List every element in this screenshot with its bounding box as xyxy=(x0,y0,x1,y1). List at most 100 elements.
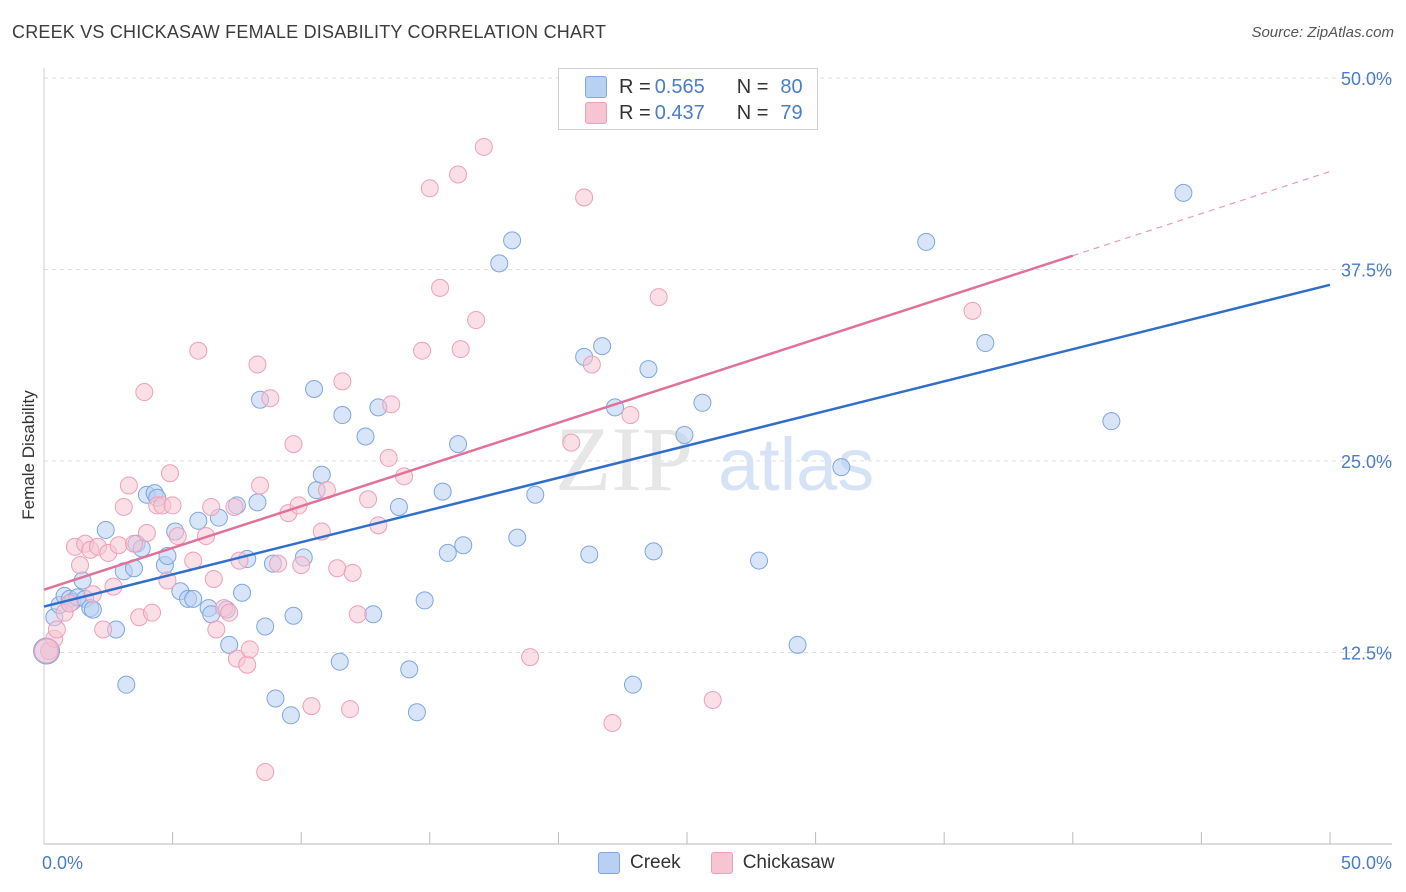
watermark-atlas: atlas xyxy=(718,423,874,506)
chickasaw-point xyxy=(240,640,259,659)
legend-r-label: R = xyxy=(619,75,651,98)
creek-point xyxy=(750,551,769,570)
legend-n-label: N = xyxy=(736,75,769,98)
bottom-legend-chickasaw: Chickasaw xyxy=(710,852,835,874)
chickasaw-point xyxy=(284,435,303,454)
legend-r-label: R = xyxy=(619,101,651,124)
creek-point xyxy=(407,703,426,722)
chickasaw-point xyxy=(161,464,180,483)
chickasaw-point xyxy=(292,556,311,575)
chickasaw-point xyxy=(137,524,156,543)
creek-point xyxy=(266,689,285,708)
creek-point xyxy=(644,542,663,561)
creek-point xyxy=(312,465,331,484)
creek-point xyxy=(788,635,807,654)
creek-point xyxy=(400,660,419,679)
chickasaw-point xyxy=(269,554,288,573)
creek-point xyxy=(256,617,275,636)
chickasaw-point xyxy=(382,395,401,414)
creek-trend-line xyxy=(43,283,1331,608)
chickasaw-point xyxy=(467,311,486,330)
creek-point xyxy=(1102,412,1121,431)
creek-point xyxy=(832,458,851,477)
creek-point xyxy=(117,675,136,694)
chickasaw-point xyxy=(248,355,267,374)
creek-point xyxy=(184,589,203,608)
chickasaw-point xyxy=(348,605,367,624)
y-axis-label: Female Disability xyxy=(19,390,38,520)
chickasaw-point xyxy=(261,389,280,408)
legend-n-label: N = xyxy=(736,101,769,124)
chickasaw-point xyxy=(125,534,144,553)
chickasaw-point xyxy=(238,655,257,674)
chickasaw-point xyxy=(649,288,668,307)
creek-point xyxy=(356,427,375,446)
chickasaw-point xyxy=(94,620,113,639)
chickasaw-point xyxy=(575,188,594,207)
axes xyxy=(43,68,1392,845)
chickasaw-swatch-icon xyxy=(585,102,607,124)
y-tick-label: 12.5% xyxy=(1341,644,1392,664)
chickasaw-trend-line xyxy=(43,254,1074,591)
chickasaw-trend-extension xyxy=(1072,170,1331,257)
chickasaw-point xyxy=(328,559,347,578)
chickasaw-point xyxy=(230,551,249,570)
chart-title: CREEK VS CHICKASAW FEMALE DISABILITY COR… xyxy=(12,22,607,42)
creek-point xyxy=(693,393,712,412)
chickasaw-point xyxy=(225,497,244,516)
chickasaw-point xyxy=(413,341,432,360)
legend-n-value: 79 xyxy=(780,101,803,124)
creek-point xyxy=(220,635,239,654)
watermark-zip: ZIP xyxy=(555,408,693,510)
creek-point xyxy=(438,543,457,562)
creek-point xyxy=(508,528,527,547)
creek-point xyxy=(189,511,208,530)
creek-point xyxy=(281,706,300,725)
chickasaw-point xyxy=(603,713,622,732)
chickasaw-point xyxy=(302,697,321,716)
legend-r-value: 0.437 xyxy=(654,101,705,124)
tick-labels: 12.5% 25.0% 37.5% 50.0% 0.0% 50.0% xyxy=(42,69,1392,873)
creek-point xyxy=(976,334,995,353)
chickasaw-point xyxy=(521,648,540,667)
creek-point xyxy=(389,497,408,516)
chickasaw-point xyxy=(474,137,493,156)
creek-point xyxy=(675,425,694,444)
chickasaw-point xyxy=(582,355,601,374)
bottom-legend-creek: Creek xyxy=(598,852,681,874)
creek-point xyxy=(490,254,509,273)
creek-point xyxy=(593,337,612,356)
chickasaw-point xyxy=(703,690,722,709)
legend-row-chickasaw: R = 0.437 N = 79 xyxy=(585,101,803,125)
chickasaw-point xyxy=(202,497,221,516)
creek-point xyxy=(333,406,352,425)
creek-point xyxy=(623,675,642,694)
chickasaw-point xyxy=(114,497,133,516)
chickasaw-point xyxy=(420,179,439,198)
legend-n-value: 80 xyxy=(780,75,803,98)
chickasaw-point xyxy=(359,490,378,509)
creek-point xyxy=(415,591,434,610)
chickasaw-point xyxy=(109,536,128,555)
creek-point xyxy=(305,379,324,398)
chickasaw-point xyxy=(71,556,90,575)
chickasaw-point xyxy=(163,496,182,515)
chickasaw-point xyxy=(963,301,982,320)
bottom-legend-creek-label: Creek xyxy=(630,852,681,873)
x-tick-label: 0.0% xyxy=(42,853,83,873)
creek-point xyxy=(917,232,936,251)
creek-point xyxy=(233,583,252,602)
creek-point xyxy=(284,606,303,625)
trend-lines xyxy=(43,170,1331,608)
chickasaw-point xyxy=(207,620,226,639)
chickasaw-point xyxy=(379,448,398,467)
x-tick-label: 50.0% xyxy=(1341,853,1392,873)
chickasaw-point xyxy=(251,476,270,495)
chickasaw-point xyxy=(135,383,154,402)
chickasaw-point xyxy=(621,406,640,425)
chickasaw-point xyxy=(34,638,60,664)
chickasaw-point xyxy=(333,372,352,391)
creek-swatch-icon xyxy=(585,76,607,98)
creek-point xyxy=(503,231,522,250)
